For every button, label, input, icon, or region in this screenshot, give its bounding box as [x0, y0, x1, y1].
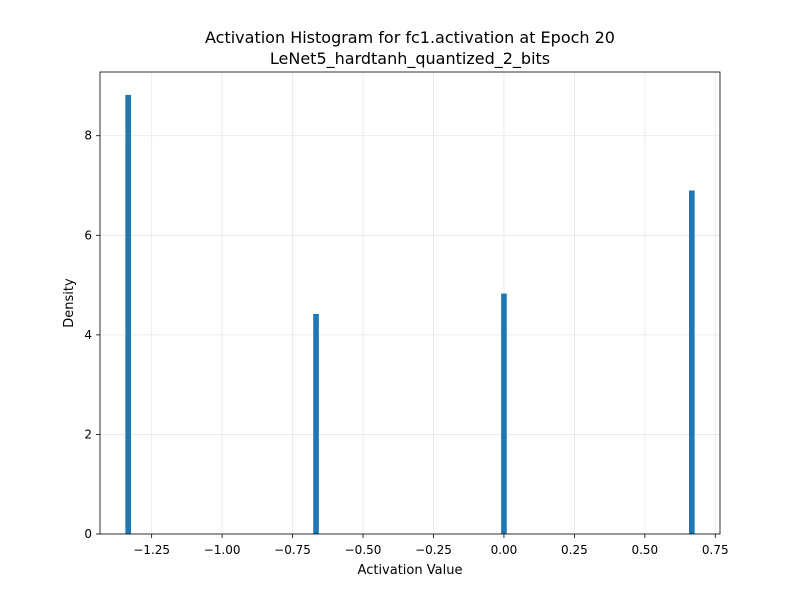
- y-axis-label: Density: [62, 278, 77, 328]
- chart-subtitle: LeNet5_hardtanh_quantized_2_bits: [270, 49, 550, 69]
- bars: [125, 94, 695, 535]
- y-tick-label: 6: [84, 228, 92, 242]
- y-tick-label: 4: [84, 328, 92, 342]
- histogram-bar: [125, 94, 131, 534]
- x-tick-label: −0.25: [415, 543, 452, 557]
- plot-frame: [99, 71, 721, 535]
- x-tick-label: −1.00: [204, 543, 241, 557]
- histogram-bar: [689, 190, 695, 535]
- x-tick-label: 0.50: [631, 543, 658, 557]
- x-tick-label: 0.25: [561, 543, 588, 557]
- x-tick-label: −0.50: [345, 543, 382, 557]
- histogram-bar: [501, 293, 507, 534]
- y-axis-ticks: 0 2 4 6 8: [84, 129, 100, 541]
- histogram-bar: [313, 313, 319, 534]
- x-axis-label: Activation Value: [358, 563, 463, 578]
- x-tick-label: −1.25: [133, 543, 170, 557]
- x-tick-label: 0.75: [702, 543, 729, 557]
- x-axis-ticks: −1.25 −1.00 −0.75 −0.50 −0.25 0.00 0.25 0.50 0.7…: [133, 534, 729, 557]
- y-tick-label: 2: [84, 427, 92, 441]
- grid-lines: [100, 72, 720, 535]
- chart-title: Activation Histogram for fc1.activation …: [205, 28, 615, 47]
- x-tick-label: −0.75: [274, 543, 311, 557]
- y-tick-label: 0: [84, 527, 92, 541]
- y-tick-label: 8: [84, 129, 92, 143]
- x-tick-label: 0.00: [491, 543, 518, 557]
